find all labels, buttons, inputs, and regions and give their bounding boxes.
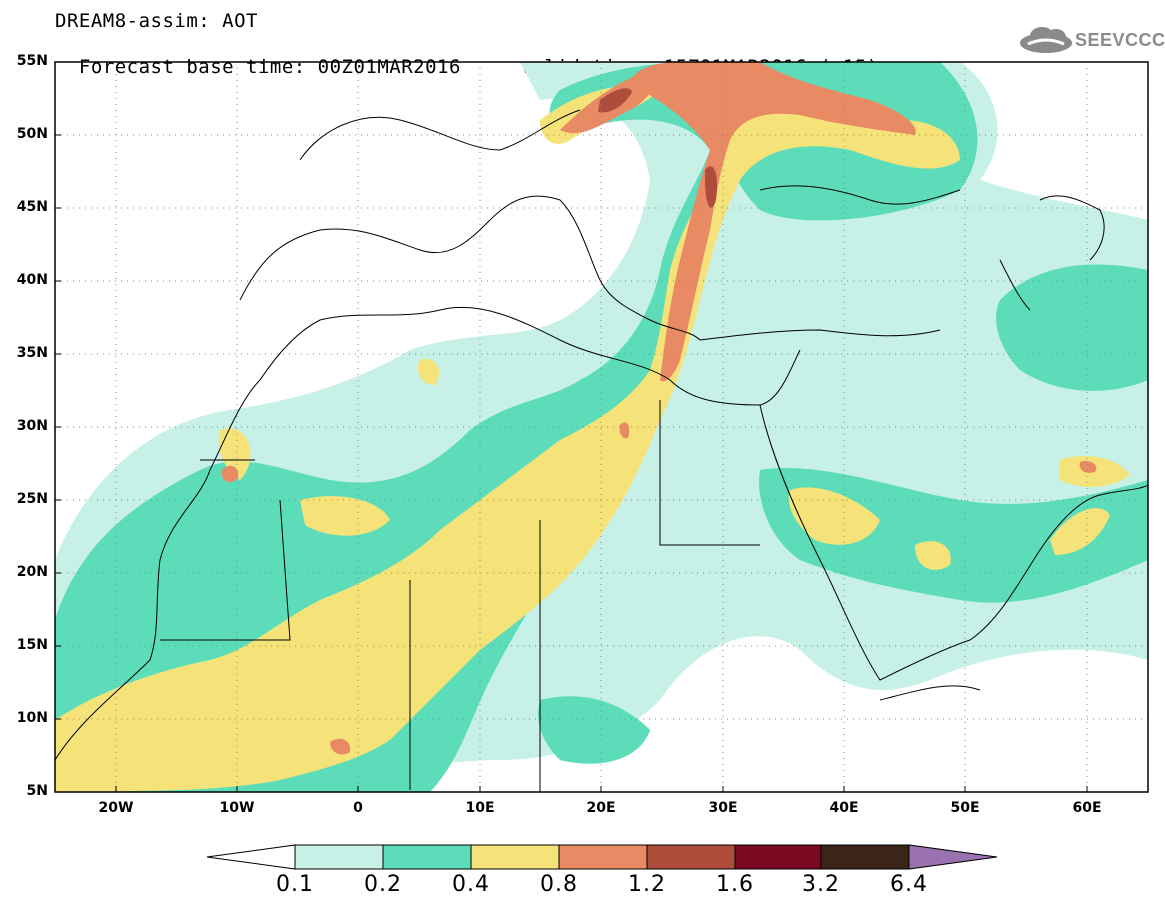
- lon-label: 20W: [98, 800, 134, 816]
- lon-label: 30E: [708, 800, 738, 816]
- colorbar-bin-1.2: [646, 844, 736, 870]
- lat-label: 40N: [16, 272, 48, 288]
- lat-label: 50N: [16, 126, 48, 142]
- colorbar-bin-0.8: [558, 844, 648, 870]
- lon-label: 10E: [465, 800, 495, 816]
- colorbar-bin-0.4: [470, 844, 560, 870]
- lat-label: 5N: [26, 783, 48, 799]
- map-title: DREAM8-assim: AOT: [55, 10, 258, 32]
- lat-label: 55N: [16, 53, 48, 69]
- lat-label: 10N: [16, 710, 48, 726]
- lat-label: 45N: [16, 199, 48, 215]
- lat-label: 15N: [16, 637, 48, 653]
- colorbar-bin-1.6: [734, 844, 822, 870]
- colorbar-label: 0.4: [452, 872, 490, 897]
- lon-label: 20E: [586, 800, 616, 816]
- colorbar-label: 3.2: [802, 872, 840, 897]
- colorbar-bin-0.1: [294, 844, 384, 870]
- seevccc-logo: [1020, 27, 1072, 53]
- colorbar-bin-below: [206, 844, 296, 870]
- lon-label: 10W: [219, 800, 255, 816]
- colorbar-bin-0.2: [382, 844, 472, 870]
- axis-ticks: [55, 134, 1088, 792]
- colorbar-label: 1.6: [716, 872, 754, 897]
- lon-label: 0: [353, 800, 363, 816]
- colorbar-label: 6.4: [890, 872, 928, 897]
- colorbar-bin-3.2: [820, 844, 910, 870]
- map-grid: [55, 62, 1148, 792]
- lon-label: 40E: [829, 800, 859, 816]
- lat-label: 25N: [16, 491, 48, 507]
- cloud-icon: [1020, 27, 1072, 53]
- lat-label: 20N: [16, 564, 48, 580]
- coastlines: [55, 109, 1148, 792]
- colorbar-bin-above: [908, 844, 998, 870]
- colorbar: [206, 844, 998, 870]
- logo-text: SEEVCCC: [1075, 30, 1165, 50]
- lon-label: 50E: [950, 800, 980, 816]
- colorbar-label: 1.2: [628, 872, 666, 897]
- aot-level-0.4: [55, 86, 1130, 792]
- colorbar-label: 0.1: [276, 872, 314, 897]
- lat-label: 35N: [16, 345, 48, 361]
- lat-label: 30N: [16, 418, 48, 434]
- colorbar-label: 0.8: [540, 872, 578, 897]
- aot-level-1.2: [598, 88, 718, 208]
- lon-label: 60E: [1072, 800, 1102, 816]
- colorbar-label: 0.2: [364, 872, 402, 897]
